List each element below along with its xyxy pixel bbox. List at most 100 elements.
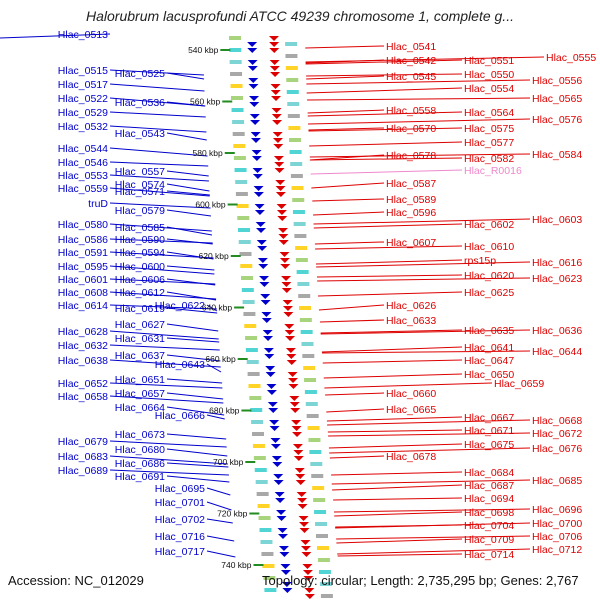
gene-label-hlac-0600[interactable]: Hlac_0600	[115, 261, 165, 273]
gene-label-hlac-0626[interactable]: Hlac_0626	[386, 300, 436, 312]
gene-label-hlac-0571[interactable]: Hlac_0571	[115, 186, 165, 198]
gene-label-hlac-0638[interactable]: Hlac_0638	[58, 355, 108, 367]
gene-label-hlac-0541[interactable]: Hlac_0541	[386, 41, 436, 53]
gene-label-hlac-0522[interactable]: Hlac_0522	[58, 93, 108, 105]
gene-label-hlac-0556[interactable]: Hlac_0556	[532, 75, 582, 87]
gene-label-hlac-0515[interactable]: Hlac_0515	[58, 65, 108, 77]
gene-label-hlac-0625[interactable]: Hlac_0625	[464, 287, 514, 299]
gene-label-hlac-0614[interactable]: Hlac_0614	[58, 300, 108, 312]
gene-label-hlac-0652[interactable]: Hlac_0652	[58, 378, 108, 390]
gene-label-hlac-0580[interactable]: Hlac_0580	[58, 219, 108, 231]
gene-label-hlac-0696[interactable]: Hlac_0696	[532, 504, 582, 516]
gene-label-hlac-0606[interactable]: Hlac_0606	[115, 274, 165, 286]
gene-label-hlac-0574[interactable]: Hlac_0574	[115, 179, 165, 191]
gene-label-hlac-0555[interactable]: Hlac_0555	[546, 52, 596, 64]
gene-label-hlac-0660[interactable]: Hlac_0660	[386, 388, 436, 400]
gene-label-hlac-0591[interactable]: Hlac_0591	[58, 247, 108, 259]
gene-label-hlac-0678[interactable]: Hlac_0678	[386, 451, 436, 463]
gene-label-hlac-0659[interactable]: Hlac_0659	[494, 378, 544, 390]
gene-label-hlac-0633[interactable]: Hlac_0633	[386, 315, 436, 327]
gene-label-rps15p[interactable]: rps15p	[464, 255, 496, 267]
gene-label-hlac-0683[interactable]: Hlac_0683	[58, 451, 108, 463]
gene-label-hlac-0643[interactable]: Hlac_0643	[155, 359, 205, 371]
gene-label-hlac-0586[interactable]: Hlac_0586	[58, 234, 108, 246]
gene-label-hlac-0602[interactable]: Hlac_0602	[464, 219, 514, 231]
gene-label-hlac-0565[interactable]: Hlac_0565	[532, 93, 582, 105]
gene-label-hlac-0644[interactable]: Hlac_0644	[532, 346, 582, 358]
gene-label-hlac-0651[interactable]: Hlac_0651	[115, 374, 165, 386]
gene-label-hlac-0553[interactable]: Hlac_0553	[58, 170, 108, 182]
gene-label-hlac-0594[interactable]: Hlac_0594	[115, 247, 165, 259]
gene-label-hlac-0686[interactable]: Hlac_0686	[115, 458, 165, 470]
gene-label-hlac-0610[interactable]: Hlac_0610	[464, 241, 514, 253]
gene-label-hlac-0716[interactable]: Hlac_0716	[155, 531, 205, 543]
gene-label-hlac-0607[interactable]: Hlac_0607	[386, 237, 436, 249]
gene-label-hlac-0544[interactable]: Hlac_0544	[58, 143, 108, 155]
gene-label-hlac-0717[interactable]: Hlac_0717	[155, 546, 205, 558]
gene-label-hlac-0695[interactable]: Hlac_0695	[155, 483, 205, 495]
gene-label-hlac-0575[interactable]: Hlac_0575	[464, 123, 514, 135]
gene-label-hlac-0632[interactable]: Hlac_0632	[58, 340, 108, 352]
gene-label-hlac-0680[interactable]: Hlac_0680	[115, 444, 165, 456]
gene-label-hlac-0578[interactable]: Hlac_0578	[386, 150, 436, 162]
gene-label-hlac-0709[interactable]: Hlac_0709	[464, 534, 514, 546]
gene-label-hlac-0673[interactable]: Hlac_0673	[115, 429, 165, 441]
gene-label-hlac-0577[interactable]: Hlac_0577	[464, 137, 514, 149]
gene-label-hlac-0706[interactable]: Hlac_0706	[532, 531, 582, 543]
gene-label-hlac-0542[interactable]: Hlac_0542	[386, 55, 436, 67]
gene-label-hlac-0672[interactable]: Hlac_0672	[532, 428, 582, 440]
gene-label-hlac-0637[interactable]: Hlac_0637	[115, 350, 165, 362]
gene-label-hlac-0559[interactable]: Hlac_0559	[58, 183, 108, 195]
gene-label-hlac-0536[interactable]: Hlac_0536	[115, 97, 165, 109]
gene-label-hlac-0631[interactable]: Hlac_0631	[115, 333, 165, 345]
gene-label-hlac-0698[interactable]: Hlac_0698	[464, 507, 514, 519]
gene-label-hlac-0585[interactable]: Hlac_0585	[115, 222, 165, 234]
gene-label-hlac-0689[interactable]: Hlac_0689	[58, 465, 108, 477]
gene-label-trud[interactable]: truD	[88, 198, 108, 210]
gene-label-hlac-0641[interactable]: Hlac_0641	[464, 342, 514, 354]
gene-label-hlac-0666[interactable]: Hlac_0666	[155, 410, 205, 422]
gene-label-hlac-0584[interactable]: Hlac_0584	[532, 149, 582, 161]
gene-label-hlac-0529[interactable]: Hlac_0529	[58, 107, 108, 119]
gene-label-hlac-0564[interactable]: Hlac_0564	[464, 107, 514, 119]
gene-label-hlac-0628[interactable]: Hlac_0628	[58, 326, 108, 338]
gene-label-hlac-0596[interactable]: Hlac_0596	[386, 207, 436, 219]
gene-label-hlac-0623[interactable]: Hlac_0623	[532, 273, 582, 285]
gene-label-hlac-0550[interactable]: Hlac_0550	[464, 69, 514, 81]
gene-label-hlac-0546[interactable]: Hlac_0546	[58, 157, 108, 169]
gene-label-hlac-0675[interactable]: Hlac_0675	[464, 439, 514, 451]
gene-label-hlac-0650[interactable]: Hlac_0650	[464, 369, 514, 381]
gene-label-hlac-0557[interactable]: Hlac_0557	[115, 166, 165, 178]
gene-label-hlac-0671[interactable]: Hlac_0671	[464, 425, 514, 437]
gene-label-hlac-0700[interactable]: Hlac_0700	[532, 518, 582, 530]
gene-label-hlac-0525[interactable]: Hlac_0525	[115, 68, 165, 80]
gene-label-hlac-0622[interactable]: Hlac_0622	[155, 300, 205, 312]
gene-label-hlac-0620[interactable]: Hlac_0620	[464, 270, 514, 282]
gene-label-hlac-0704[interactable]: Hlac_0704	[464, 520, 514, 532]
gene-label-hlac-0532[interactable]: Hlac_0532	[58, 121, 108, 133]
gene-label-hlac-0558[interactable]: Hlac_0558	[386, 105, 436, 117]
gene-label-hlac-0667[interactable]: Hlac_0667	[464, 412, 514, 424]
gene-label-hlac-0636[interactable]: Hlac_0636	[532, 325, 582, 337]
gene-label-hlac-0647[interactable]: Hlac_0647	[464, 355, 514, 367]
gene-label-hlac-0619[interactable]: Hlac_0619	[115, 303, 165, 315]
gene-label-hlac-0513[interactable]: Hlac_0513	[58, 29, 108, 41]
gene-label-hlac-0545[interactable]: Hlac_0545	[386, 71, 436, 83]
gene-label-hlac-0603[interactable]: Hlac_0603	[532, 214, 582, 226]
gene-label-hlac-0543[interactable]: Hlac_0543	[115, 128, 165, 140]
gene-label-hlac-0608[interactable]: Hlac_0608	[58, 287, 108, 299]
gene-label-hlac-0595[interactable]: Hlac_0595	[58, 261, 108, 273]
gene-label-hlac-0701[interactable]: Hlac_0701	[155, 497, 205, 509]
gene-label-hlac-0570[interactable]: Hlac_0570	[386, 123, 436, 135]
gene-label-hlac-r0016[interactable]: Hlac_R0016	[464, 165, 522, 177]
gene-label-hlac-0676[interactable]: Hlac_0676	[532, 443, 582, 455]
gene-label-hlac-0627[interactable]: Hlac_0627	[115, 319, 165, 331]
gene-label-hlac-0665[interactable]: Hlac_0665	[386, 404, 436, 416]
gene-label-hlac-0551[interactable]: Hlac_0551	[464, 55, 514, 67]
gene-label-hlac-0590[interactable]: Hlac_0590	[115, 234, 165, 246]
gene-label-hlac-0668[interactable]: Hlac_0668	[532, 415, 582, 427]
gene-label-hlac-0587[interactable]: Hlac_0587	[386, 178, 436, 190]
gene-label-hlac-0712[interactable]: Hlac_0712	[532, 544, 582, 556]
gene-label-hlac-0554[interactable]: Hlac_0554	[464, 83, 514, 95]
gene-label-hlac-0589[interactable]: Hlac_0589	[386, 194, 436, 206]
